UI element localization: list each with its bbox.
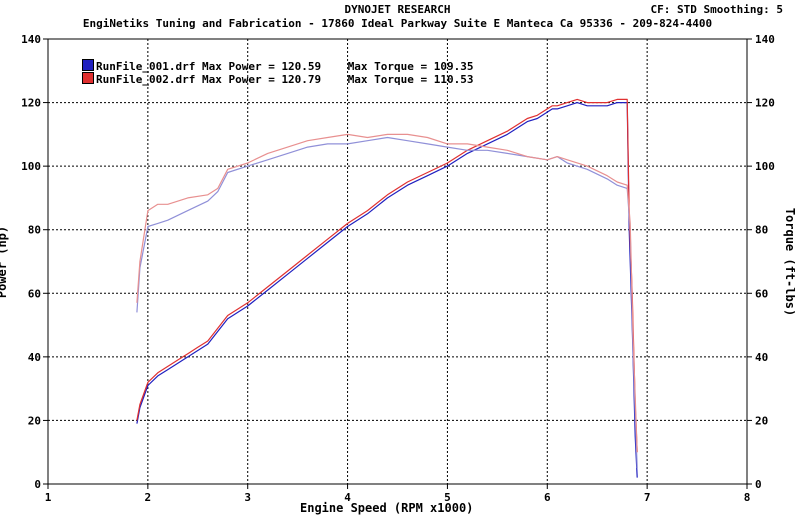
y-right-tick-label: 80 bbox=[755, 224, 768, 237]
legend-max-power: Max Power = 120.79 bbox=[201, 73, 322, 86]
legend-swatch-run-1 bbox=[82, 59, 94, 71]
x-tick-label: 8 bbox=[744, 491, 751, 504]
x-tick-label: 3 bbox=[244, 491, 251, 504]
y-left-tick-label: 100 bbox=[21, 160, 41, 173]
y-right-tick-label: 0 bbox=[755, 478, 762, 491]
y-left-tick-label: 140 bbox=[21, 33, 41, 46]
y-left-tick-label: 40 bbox=[28, 351, 41, 364]
series-line-torque-run-2 bbox=[136, 133, 638, 453]
y-right-tick-label: 100 bbox=[755, 160, 775, 173]
y-right-tick-label: 40 bbox=[755, 351, 768, 364]
y-left-tick-label: 20 bbox=[28, 414, 41, 427]
legend-max-torque: Max Torque = 109.35 bbox=[347, 60, 474, 73]
x-tick-label: 2 bbox=[145, 491, 152, 504]
y-right-tick-label: 20 bbox=[755, 414, 768, 427]
y-right-tick-label: 60 bbox=[755, 287, 768, 300]
correction-smoothing-info: CF: STD Smoothing: 5 bbox=[650, 3, 783, 16]
legend-entry-run-1: RunFile_001.drf Max Power = 120.59 Max T… bbox=[82, 59, 474, 73]
legend-run-name: RunFile_001.drf bbox=[96, 60, 196, 73]
series-line-power-run-2 bbox=[136, 98, 638, 453]
y-right-tick-label: 140 bbox=[755, 33, 775, 46]
y-right-tick-label: 120 bbox=[755, 97, 775, 110]
x-tick-label: 4 bbox=[344, 491, 351, 504]
series-lines bbox=[136, 98, 638, 478]
x-tick-label: 1 bbox=[45, 491, 52, 504]
legend-max-power: Max Power = 120.59 bbox=[201, 60, 322, 73]
legend-run-name: RunFile_002.drf bbox=[96, 73, 196, 86]
y-left-tick-label: 0 bbox=[34, 478, 41, 491]
legend-swatch-run-2 bbox=[82, 72, 94, 84]
x-axis-title: Engine Speed (RPM x1000) bbox=[300, 501, 474, 515]
x-tick-label: 6 bbox=[544, 491, 551, 504]
legend-max-torque: Max Torque = 110.53 bbox=[347, 73, 474, 86]
y-left-tick-label: 60 bbox=[28, 287, 41, 300]
chart-title: DYNOJET RESEARCH bbox=[344, 3, 451, 16]
y-left-tick-label: 80 bbox=[28, 224, 41, 237]
x-tick-label: 7 bbox=[644, 491, 651, 504]
gridlines bbox=[48, 39, 747, 484]
series-line-power-run-1 bbox=[136, 101, 638, 478]
y-left-tick-label: 120 bbox=[21, 97, 41, 110]
plot-frame bbox=[47, 38, 748, 485]
chart-subtitle: EngiNetiks Tuning and Fabrication - 1786… bbox=[82, 17, 713, 30]
legend-entry-run-2: RunFile_002.drf Max Power = 120.79 Max T… bbox=[82, 72, 474, 86]
x-tick-label: 5 bbox=[444, 491, 451, 504]
series-line-torque-run-1 bbox=[136, 136, 638, 469]
